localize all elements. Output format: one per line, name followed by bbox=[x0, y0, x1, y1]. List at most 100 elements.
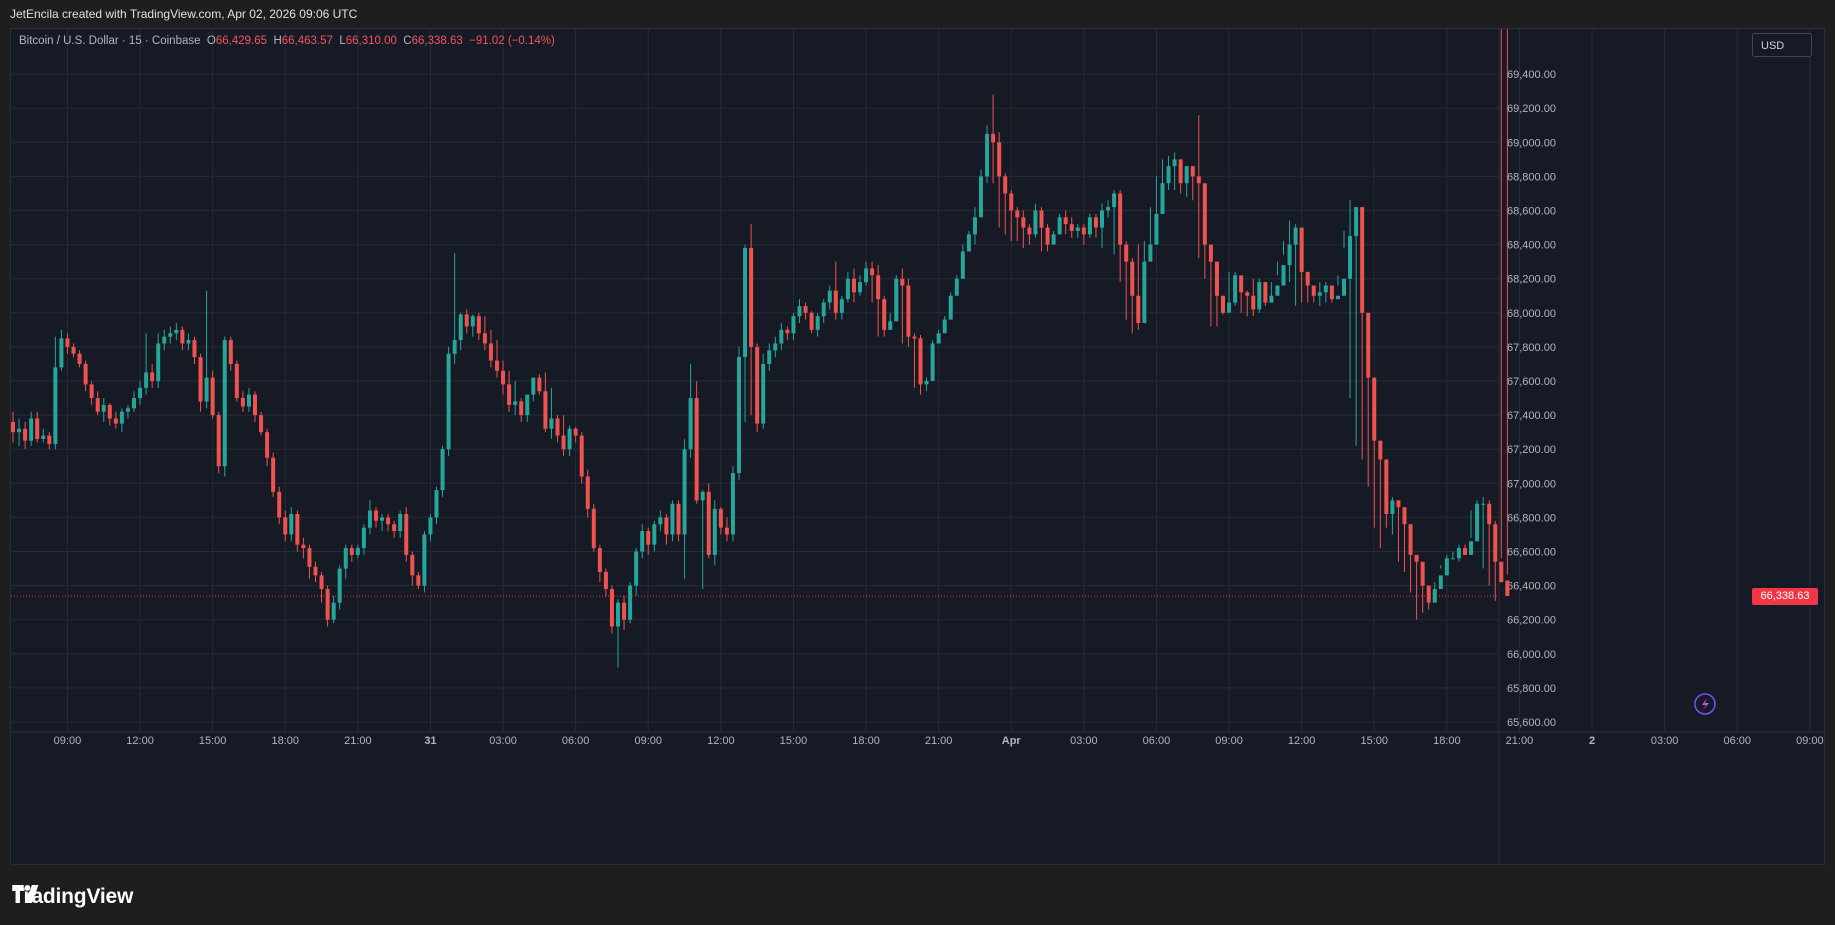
candle-body bbox=[888, 321, 893, 330]
candle-body bbox=[991, 133, 996, 143]
candle-body bbox=[918, 338, 923, 385]
candle-body bbox=[767, 350, 772, 364]
candle-body bbox=[960, 251, 965, 279]
symbol-label[interactable]: Bitcoin / U.S. Dollar · 15 · Coinbase bbox=[19, 35, 201, 47]
candle-body bbox=[628, 585, 633, 620]
tradingview-logo[interactable]: TradingView bbox=[12, 885, 133, 909]
candle-body bbox=[464, 314, 469, 327]
candle-body bbox=[138, 387, 143, 399]
candle-body bbox=[972, 217, 977, 235]
candle-body bbox=[307, 548, 312, 567]
candle-body bbox=[349, 548, 354, 555]
candle-body bbox=[355, 548, 360, 555]
candle-body bbox=[870, 268, 875, 276]
candle-body bbox=[1057, 217, 1062, 235]
candle-body bbox=[652, 524, 657, 545]
candle-body bbox=[301, 544, 306, 549]
candle-body bbox=[519, 401, 524, 416]
candle-body bbox=[343, 548, 348, 569]
currency-button[interactable]: USD bbox=[1752, 33, 1812, 57]
candle-body bbox=[1118, 193, 1123, 245]
candle-body bbox=[882, 299, 887, 330]
y-tick-label: 66,200.00 bbox=[1507, 615, 1556, 627]
candle-body bbox=[1033, 210, 1038, 235]
candle-body bbox=[676, 503, 681, 535]
y-tick-label: 66,600.00 bbox=[1507, 547, 1556, 559]
candle-body bbox=[132, 398, 136, 409]
candle-body bbox=[1136, 295, 1141, 324]
x-tick-label: 06:00 bbox=[1723, 735, 1751, 747]
candle-body bbox=[361, 527, 366, 549]
candle-body bbox=[1106, 207, 1111, 211]
candle-body bbox=[603, 571, 608, 590]
candlestick-chart[interactable]: 65,600.00 65,800.00 66,000.00 66,200.00 66,4… bbox=[11, 29, 1824, 864]
candle-body bbox=[900, 278, 905, 286]
candle-body bbox=[1450, 558, 1455, 560]
low-label: L bbox=[339, 35, 346, 47]
y-tick-label: 67,200.00 bbox=[1507, 444, 1556, 456]
candle-body bbox=[59, 338, 64, 368]
candle-body bbox=[1154, 213, 1159, 245]
candle-body bbox=[1402, 507, 1407, 525]
candle-body bbox=[543, 391, 548, 429]
candle-body bbox=[1384, 459, 1389, 514]
y-tick-label: 68,600.00 bbox=[1507, 206, 1556, 218]
candle-body bbox=[1233, 275, 1238, 303]
candle-body bbox=[1414, 554, 1419, 562]
candle-body bbox=[833, 290, 838, 313]
candle-body bbox=[192, 340, 197, 358]
y-tick-label: 68,400.00 bbox=[1507, 240, 1556, 252]
candle-body bbox=[1475, 503, 1480, 542]
candle-body bbox=[718, 508, 723, 528]
candle-body bbox=[240, 398, 245, 407]
candle-body bbox=[985, 133, 990, 177]
candle-body bbox=[1142, 261, 1147, 324]
candle-body bbox=[700, 491, 705, 501]
chart-area[interactable]: 65,600.00 65,800.00 66,000.00 66,200.00 66,4… bbox=[10, 28, 1825, 865]
candle-body bbox=[1245, 292, 1250, 296]
candle-body bbox=[440, 449, 445, 491]
candle-body bbox=[47, 435, 52, 445]
candle-body bbox=[549, 418, 554, 429]
x-tick-label: Apr bbox=[1002, 735, 1022, 747]
x-tick-label: 12:00 bbox=[126, 735, 154, 747]
candle-body bbox=[779, 329, 784, 344]
candle-body bbox=[1269, 295, 1274, 303]
candle-body bbox=[23, 428, 28, 441]
candle-body bbox=[1463, 548, 1467, 555]
candle-body bbox=[325, 589, 330, 620]
candle-body bbox=[809, 312, 814, 330]
candle-body bbox=[156, 343, 161, 381]
candle-body bbox=[186, 340, 191, 344]
candle-body bbox=[930, 343, 935, 381]
candle-body bbox=[894, 278, 899, 322]
candle-body bbox=[501, 370, 506, 385]
close-label: C bbox=[403, 35, 412, 47]
candle-body bbox=[1081, 227, 1086, 235]
candle-body bbox=[35, 418, 40, 439]
candle-body bbox=[1021, 217, 1026, 228]
candle-body bbox=[1075, 227, 1080, 231]
candle-body bbox=[331, 602, 336, 620]
candle-body bbox=[797, 305, 802, 317]
y-tick-label: 67,800.00 bbox=[1507, 342, 1556, 354]
candle-body bbox=[174, 329, 179, 334]
candle-body bbox=[1299, 227, 1304, 272]
candle-body bbox=[422, 534, 427, 586]
candle-body bbox=[101, 404, 106, 412]
candle-body bbox=[17, 428, 22, 433]
candle-body bbox=[997, 142, 1002, 177]
candle-body bbox=[168, 333, 173, 337]
y-tick-label: 68,200.00 bbox=[1507, 274, 1556, 286]
candle-body bbox=[1438, 575, 1443, 590]
candle-body bbox=[234, 363, 239, 399]
open-value: 66,429.65 bbox=[215, 35, 268, 47]
candle-body bbox=[1390, 500, 1395, 514]
footer-bar: TradingView bbox=[0, 865, 1835, 925]
candle-body bbox=[289, 513, 294, 535]
tradingview-logo-icon bbox=[12, 885, 39, 903]
candle-body bbox=[1493, 524, 1498, 562]
y-tick-label: 66,000.00 bbox=[1507, 649, 1556, 661]
candle-body bbox=[95, 398, 100, 412]
change-value: −91.02 (−0.14%) bbox=[469, 35, 555, 47]
